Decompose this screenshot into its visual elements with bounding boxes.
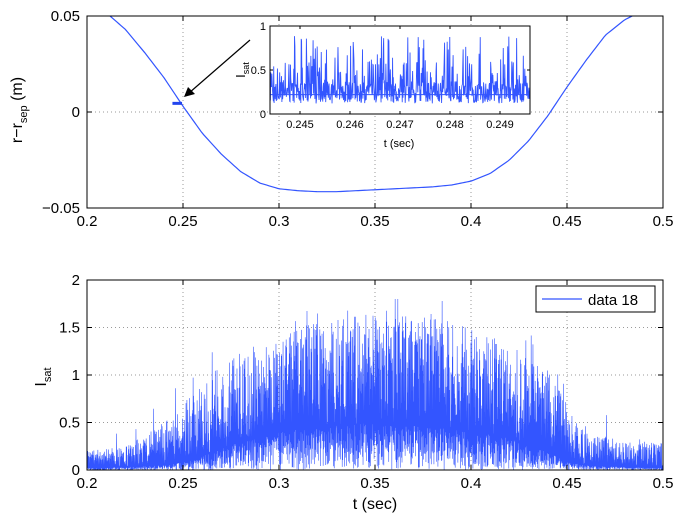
- x-tick-label: 0.25: [168, 213, 197, 230]
- arrow-shaft: [188, 39, 251, 94]
- x-tick-label: 0.25: [168, 475, 197, 492]
- y-tick-label: 1.5: [59, 320, 80, 337]
- x-tick-label: 0.3: [269, 475, 290, 492]
- x-tick-label: 0.5: [653, 475, 674, 492]
- inset-y-ticks: 00.51: [251, 21, 530, 121]
- x-tick-label: 0.3: [269, 213, 290, 230]
- inset-x-ticks: 0.245 0.246 0.247 0.248 0.249: [286, 26, 514, 131]
- bottom-y-ticks: 0 0.5 1 1.5 2: [59, 272, 663, 479]
- inset-x-axis-label: t (sec): [384, 138, 415, 150]
- bottom-x-axis-label: t (sec): [353, 496, 397, 513]
- arrow-head: [184, 87, 195, 97]
- inset-panel: 0.245 0.246 0.247 0.248 0.249 00.51 t (sec) …: [233, 21, 531, 150]
- top-y-label-main: r−r: [9, 122, 26, 143]
- x-tick-label: 0.5: [653, 213, 674, 230]
- bottom-y-label-sub: sat: [42, 367, 54, 382]
- bottom-isat-series: [86, 298, 664, 471]
- x-tick-label: 0.35: [360, 213, 389, 230]
- bottom-panel: 0.2 0.25 0.3 0.35 0.4 0.45 0.5 0 0.5 1 1.5 2 t (se…: [33, 272, 673, 513]
- y-tick-label: 1: [72, 367, 80, 384]
- bottom-y-axis-label: Isat: [33, 367, 54, 386]
- inset-y-label-main: I: [233, 74, 248, 78]
- x-tick-label: 0.45: [552, 213, 581, 230]
- y-tick-label: 0.5: [59, 415, 80, 432]
- y-tick-label: 0: [72, 462, 80, 479]
- legend-label: data 18: [588, 292, 638, 309]
- y-tick-label: 0: [72, 104, 80, 121]
- bottom-y-label-main: I: [33, 382, 50, 386]
- inset-series: [269, 36, 531, 104]
- top-y-label-sub: sep: [18, 105, 30, 123]
- bottom-x-ticks: 0.2 0.25 0.3 0.35 0.4 0.45 0.5: [77, 280, 674, 492]
- y-tick-label: 0.05: [51, 8, 80, 25]
- y-tick-label: 1: [260, 21, 266, 33]
- legend: data 18: [535, 285, 656, 313]
- inset-y-axis-label: Isat: [233, 62, 251, 78]
- x-tick-label: 0.249: [486, 119, 514, 131]
- x-tick-label: 0.4: [461, 475, 482, 492]
- x-tick-label: 0.248: [436, 119, 464, 131]
- top-y-label-unit: (m): [9, 77, 26, 105]
- annotation-arrow: [184, 39, 251, 97]
- x-tick-label: 0.245: [286, 119, 314, 131]
- x-tick-label: 0.45: [552, 475, 581, 492]
- y-tick-label: 0: [260, 109, 266, 121]
- top-x-ticks: 0.2 0.25 0.3 0.35 0.4 0.45 0.5: [77, 16, 674, 230]
- x-tick-label: 0.2: [77, 475, 98, 492]
- x-tick-label: 0.4: [461, 213, 482, 230]
- y-tick-label: −0.05: [42, 200, 80, 217]
- top-y-ticks: −0.05 0 0.05: [42, 8, 663, 217]
- x-tick-label: 0.247: [386, 119, 414, 131]
- top-position-series: [109, 15, 633, 193]
- top-y-axis-label: r−rsep (m): [9, 77, 30, 143]
- y-tick-label: 0.5: [251, 65, 266, 77]
- x-tick-label: 0.35: [360, 475, 389, 492]
- inset-y-label-sub: sat: [241, 62, 251, 75]
- x-tick-label: 0.246: [336, 119, 364, 131]
- y-tick-label: 2: [72, 272, 80, 289]
- x-tick-label: 0.2: [77, 213, 98, 230]
